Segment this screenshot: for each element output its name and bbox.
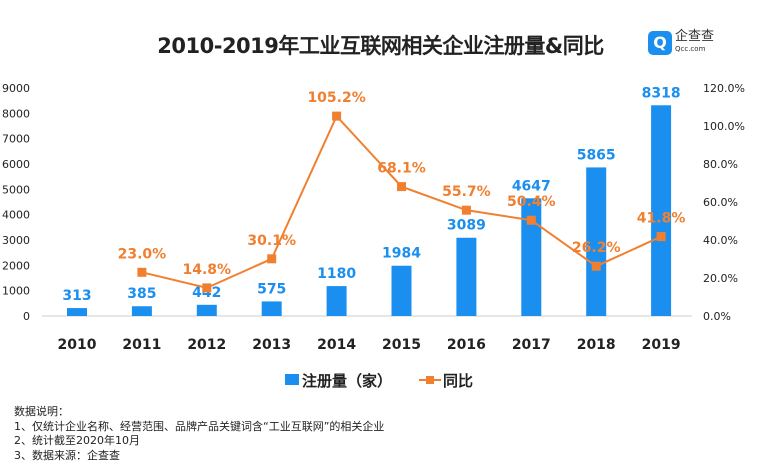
yoy-marker bbox=[202, 283, 212, 293]
yoy-marker bbox=[397, 182, 406, 192]
yoy-marker bbox=[461, 205, 471, 215]
left-axis-tick: 7000 bbox=[2, 133, 30, 146]
x-axis-tick: 2018 bbox=[577, 337, 616, 353]
yoy-marker bbox=[267, 254, 277, 264]
x-axis-tick: 2013 bbox=[252, 337, 291, 353]
qcc-logo: Q 企查查 Qcc.com bbox=[648, 30, 714, 56]
yoy-marker bbox=[591, 261, 601, 271]
legend-line-label: 同比 bbox=[443, 372, 473, 390]
x-axis-tick: 2016 bbox=[447, 337, 486, 353]
bar-value-label: 575 bbox=[257, 281, 286, 297]
data-notes: 数据说明： 1、仅统计企业名称、经营范围、品牌产品关键词含“工业互联网”的相关企… bbox=[14, 405, 384, 463]
left-axis-tick: 2000 bbox=[2, 259, 30, 272]
left-axis-tick: 3000 bbox=[2, 234, 30, 247]
bar-value-label: 442 bbox=[192, 285, 221, 301]
bar-value-label: 8318 bbox=[642, 85, 681, 101]
bar bbox=[196, 304, 217, 316]
x-axis-tick: 2014 bbox=[317, 337, 356, 353]
legend-bar-label: 注册量（家） bbox=[302, 372, 392, 390]
chart-title: 2010-2019年工业互联网相关企业注册量&同比 bbox=[157, 34, 604, 58]
right-axis-tick: 0.0% bbox=[703, 310, 731, 323]
left-axis-tick: 1000 bbox=[2, 285, 30, 298]
left-axis-tick: 8000 bbox=[2, 107, 30, 120]
yoy-marker bbox=[656, 232, 666, 242]
left-axis-tick: 6000 bbox=[2, 158, 30, 171]
yoy-marker bbox=[332, 111, 342, 121]
yoy-value-label: 55.7% bbox=[442, 184, 491, 200]
bar bbox=[586, 167, 607, 316]
yoy-value-label: 50.4% bbox=[507, 194, 556, 210]
right-axis-tick: 20.0% bbox=[703, 272, 738, 285]
bar bbox=[326, 286, 347, 316]
x-axis-tick: 2019 bbox=[642, 337, 681, 353]
bar bbox=[131, 306, 152, 316]
bar bbox=[456, 237, 477, 316]
right-axis-tick: 60.0% bbox=[703, 196, 738, 209]
bar-value-label: 4647 bbox=[512, 178, 551, 194]
note-line: 3、数据来源：企查查 bbox=[14, 448, 120, 462]
logo-name: 企查查 bbox=[675, 29, 715, 44]
yoy-value-label: 26.2% bbox=[572, 240, 621, 256]
bar bbox=[67, 308, 87, 316]
yoy-value-label: 41.8% bbox=[637, 211, 686, 227]
bar bbox=[521, 198, 542, 316]
bar bbox=[651, 105, 672, 316]
notes-heading: 数据说明： bbox=[14, 405, 69, 418]
yoy-value-label: 68.1% bbox=[377, 161, 426, 177]
x-axis-tick: 2010 bbox=[58, 337, 97, 353]
left-axis-tick: 5000 bbox=[2, 183, 30, 196]
legend-line-marker bbox=[426, 376, 434, 384]
yoy-marker bbox=[526, 215, 536, 225]
x-axis-tick: 2015 bbox=[382, 337, 421, 353]
qcc-logo-icon: Q bbox=[648, 31, 672, 55]
right-axis-tick: 80.0% bbox=[703, 158, 738, 171]
note-line: 2、统计截至2020年10月 bbox=[14, 434, 140, 447]
bar bbox=[261, 301, 282, 316]
bar-value-label: 5865 bbox=[577, 147, 616, 163]
right-axis-tick: 120.0% bbox=[703, 82, 745, 95]
left-axis-tick: 4000 bbox=[2, 209, 30, 222]
bar-value-label: 3089 bbox=[447, 218, 486, 234]
bar-value-label: 385 bbox=[127, 286, 156, 302]
x-axis-tick: 2012 bbox=[187, 337, 226, 353]
yoy-value-label: 105.2% bbox=[307, 90, 365, 106]
note-line: 1、仅统计企业名称、经营范围、品牌产品关键词含“工业互联网”的相关企业 bbox=[14, 419, 385, 433]
left-axis-tick: 9000 bbox=[2, 82, 30, 95]
bar bbox=[391, 265, 412, 316]
x-axis-tick: 2011 bbox=[122, 337, 161, 353]
bar-value-label: 313 bbox=[62, 288, 91, 304]
bar-value-label: 1984 bbox=[382, 246, 421, 262]
bar-value-label: 1180 bbox=[317, 266, 356, 282]
left-axis-tick: 0 bbox=[23, 310, 30, 323]
right-axis-tick: 40.0% bbox=[703, 234, 738, 247]
legend-bar-swatch bbox=[285, 374, 299, 385]
yoy-marker bbox=[137, 267, 147, 277]
yoy-value-label: 14.8% bbox=[183, 262, 232, 278]
logo-domain: Qcc.com bbox=[675, 45, 706, 53]
right-axis-tick: 100.0% bbox=[703, 120, 745, 133]
yoy-value-label: 23.0% bbox=[118, 246, 167, 262]
chart-svg: 0 1000 2000 3000 4000 5000 6000 7000 8000 9000 0.0… bbox=[2, 82, 745, 390]
yoy-value-label: 30.1% bbox=[247, 233, 296, 249]
x-axis-tick: 2017 bbox=[512, 337, 551, 353]
